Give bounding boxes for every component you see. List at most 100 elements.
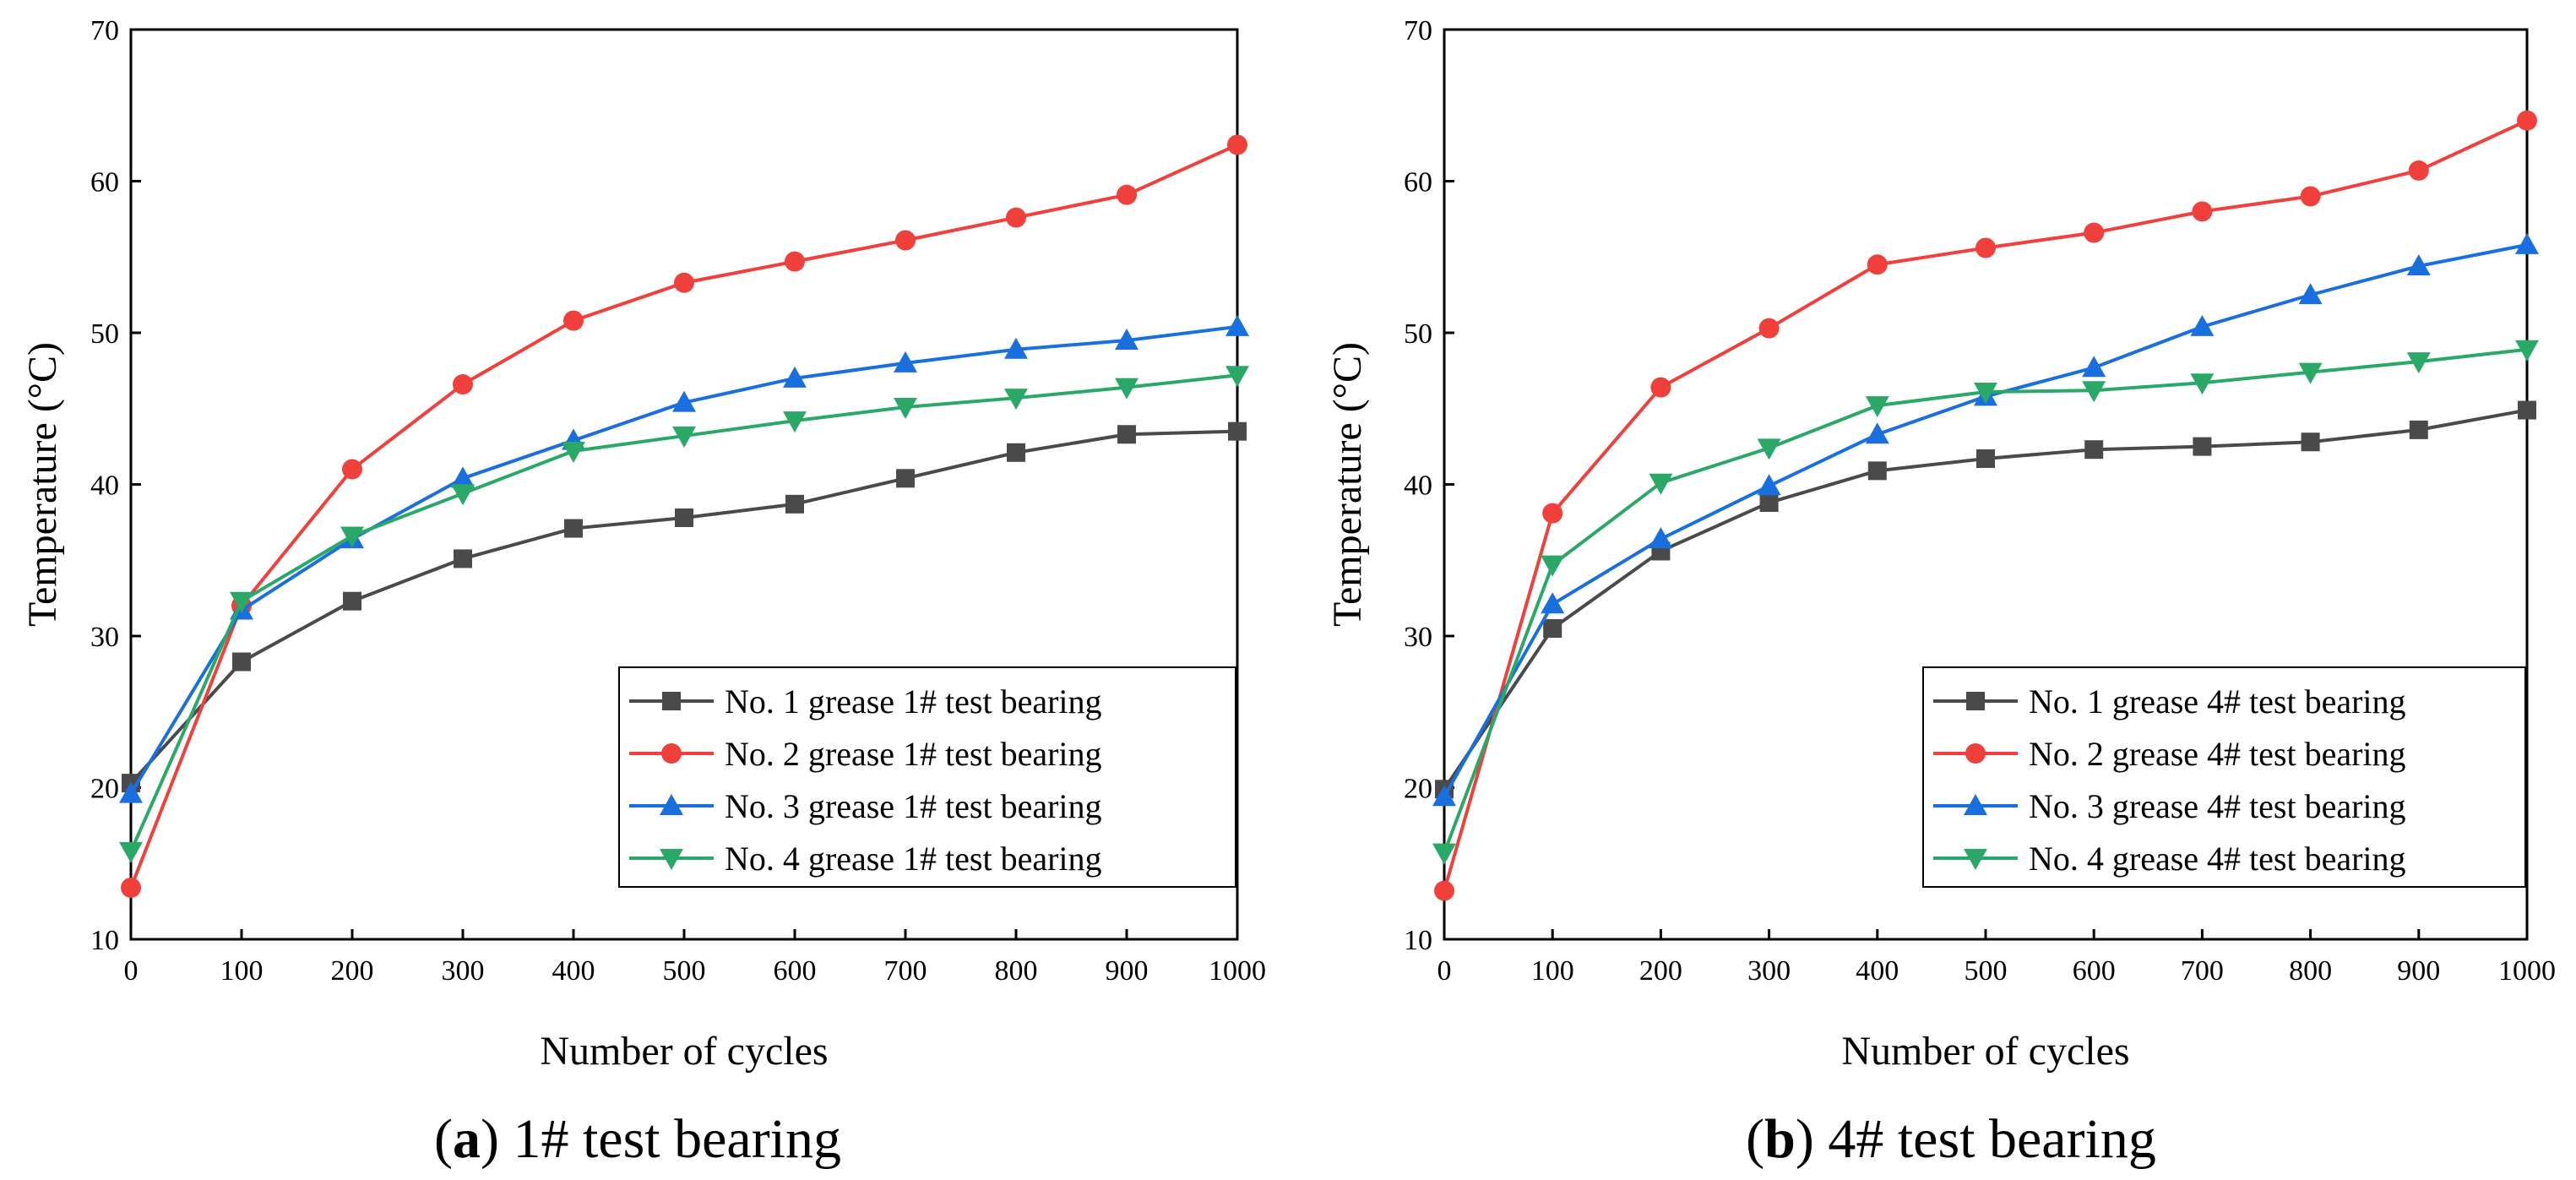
panel-b-chart: 0 100 200 300 400 500 600 700 800 900 1000 10 20 30 40… [1325, 15, 2556, 1074]
legend-box [618, 666, 1236, 888]
caption-a-text: 1# test bearing [513, 1108, 841, 1170]
data-point [1649, 527, 1673, 549]
y-tick-label: 50 [90, 318, 119, 350]
y-tick-label: 60 [1404, 167, 1432, 198]
caption-a: (a) 1# test bearing [434, 1108, 841, 1170]
data-point [2515, 232, 2539, 254]
data-point [1758, 318, 1780, 339]
data-point [672, 390, 696, 412]
x-tick-label: 1000 [2498, 955, 2556, 987]
data-point [1867, 254, 1888, 275]
y-tick-label: 70 [1404, 15, 1432, 46]
data-point [2406, 254, 2431, 276]
data-point [1115, 328, 1139, 350]
x-tick-label: 900 [1106, 955, 1149, 987]
legend-item: No. 4 grease 1# test bearing [629, 840, 1102, 878]
data-point [1004, 337, 1028, 359]
caption-a-letter: a [453, 1108, 481, 1170]
data-point [1974, 383, 1997, 405]
x-tick-label: 800 [995, 955, 1038, 987]
data-point [1542, 503, 1563, 524]
data-point [1226, 366, 1249, 388]
data-point [1759, 493, 1779, 513]
data-point [232, 652, 251, 672]
legend-item: No. 3 grease 4# test bearing [1933, 787, 2406, 825]
legend-marker [1965, 743, 1986, 764]
y-tick-label: 40 [1404, 470, 1432, 502]
y-axis-title: Temperature (°C) [20, 342, 65, 627]
data-point [895, 230, 916, 251]
data-point [783, 366, 807, 388]
x-tick-label: 1000 [1209, 955, 1266, 987]
x-tick-label: 500 [1965, 955, 2008, 987]
data-point [1541, 592, 1565, 614]
x-tick-label: 400 [1856, 955, 1899, 987]
data-point [1865, 396, 1889, 418]
series-1 [1435, 400, 2536, 799]
x-tick-label: 0 [1437, 955, 1452, 987]
data-point [1226, 314, 1249, 336]
data-point [672, 427, 696, 449]
legend-marker [1966, 692, 1985, 710]
y-tick-label: 20 [1404, 774, 1432, 805]
data-point [454, 549, 472, 568]
legend-marker [661, 743, 682, 764]
legend-label: No. 2 grease 4# test bearing [2029, 735, 2406, 773]
data-point [2082, 381, 2106, 403]
legend-box [1922, 666, 2526, 888]
x-tick-label: 200 [1639, 955, 1682, 987]
x-tick-label: 600 [2073, 955, 2116, 987]
data-point [1117, 184, 1137, 205]
data-point [453, 374, 473, 395]
data-point [896, 469, 915, 488]
series-2 [1434, 110, 2537, 901]
data-point [2193, 437, 2212, 456]
data-point [1867, 461, 1887, 481]
data-point [783, 411, 807, 433]
x-tick-label: 700 [884, 955, 927, 987]
data-point [1649, 473, 1673, 495]
data-point [2515, 340, 2539, 362]
legend-marker [1964, 849, 1987, 870]
x-tick-label: 500 [663, 955, 706, 987]
data-point [343, 591, 361, 611]
y-tick-label: 50 [1404, 318, 1432, 350]
data-point [1865, 422, 1889, 444]
data-point [1117, 425, 1136, 444]
data-point [119, 841, 143, 863]
x-axis-title: Number of cycles [540, 1029, 828, 1074]
data-point [451, 466, 475, 488]
data-point [1227, 134, 1247, 155]
legend-label: No. 4 grease 4# test bearing [2029, 840, 2406, 878]
data-point [2192, 201, 2213, 222]
x-tick-label: 600 [774, 955, 817, 987]
legend-label: No. 3 grease 1# test bearing [725, 787, 1102, 825]
data-point [2408, 160, 2429, 181]
data-point [2517, 110, 2537, 131]
data-point [1115, 378, 1139, 400]
data-point [785, 494, 804, 514]
legend: No. 1 grease 4# test bearing No. 2 grease… [1922, 666, 2526, 888]
x-tick-label: 100 [220, 955, 264, 987]
data-point [675, 508, 693, 527]
data-point [562, 442, 585, 464]
data-point [451, 484, 475, 506]
legend-marker [660, 849, 683, 870]
data-point [894, 397, 917, 419]
data-point [1228, 421, 1247, 441]
data-point [2190, 373, 2215, 395]
data-point [1650, 377, 1671, 398]
x-tick-label: 0 [124, 955, 139, 987]
legend-marker [662, 692, 681, 710]
data-point [2084, 440, 2104, 459]
data-point [2298, 362, 2323, 384]
data-point [119, 781, 143, 803]
data-point [1004, 389, 1028, 411]
data-point [1432, 843, 1456, 865]
data-point [342, 459, 362, 480]
y-axis-title: Temperature (°C) [1325, 342, 1370, 627]
data-point [1432, 785, 1456, 807]
x-tick-label: 300 [1747, 955, 1791, 987]
legend: No. 1 grease 1# test bearing No. 2 grease… [618, 666, 1236, 888]
